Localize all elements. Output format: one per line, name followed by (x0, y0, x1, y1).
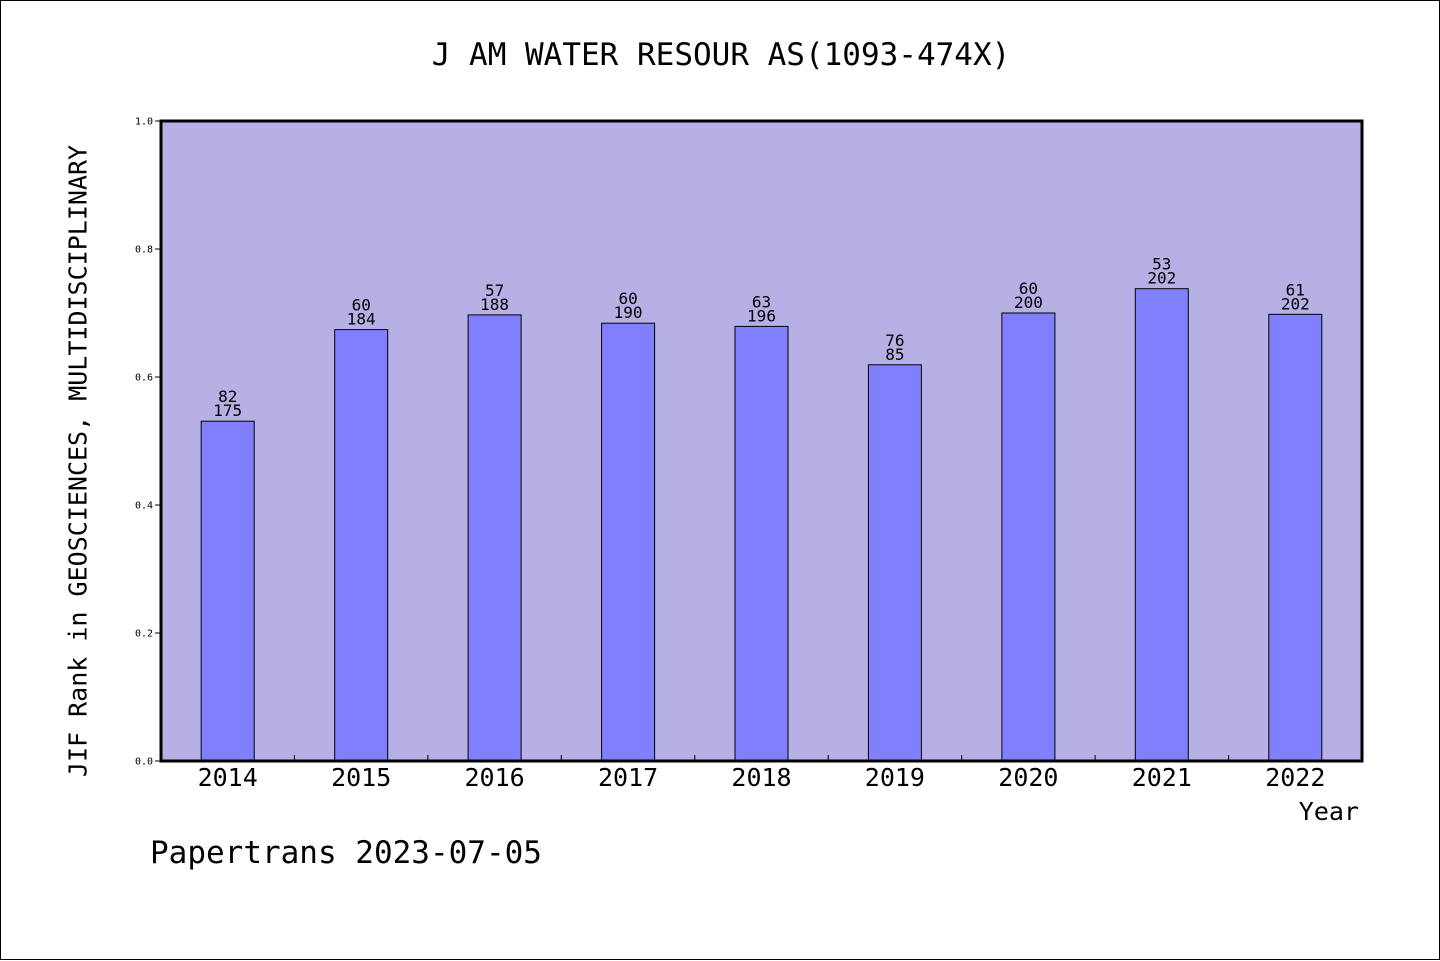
x-tick-label-2022: 2022 (1265, 763, 1325, 792)
x-tick-label-2015: 2015 (331, 763, 391, 792)
x-axis-label: Year (1298, 797, 1359, 826)
x-tick-label-2018: 2018 (731, 763, 791, 792)
y-tick-label: 0.8 (135, 245, 153, 256)
x-tick-label-2014: 2014 (198, 763, 258, 792)
bar-label-total-2016: 188 (480, 295, 509, 314)
footer-credit: Papertrans 2023-07-05 (150, 835, 542, 871)
bar-label-rank-2014: 82 (218, 387, 237, 406)
chart-title: J AM WATER RESOUR AS(1093-474X) (431, 37, 1011, 73)
x-tick-label-2016: 2016 (464, 763, 524, 792)
bar-2016 (467, 314, 522, 762)
x-tick-label-2020: 2020 (998, 763, 1058, 792)
x-tick-label-2017: 2017 (598, 763, 658, 792)
bar-2018 (734, 325, 789, 762)
y-tick-label: 0.2 (135, 629, 153, 640)
bar-2015 (334, 329, 389, 762)
bar-label-total-2017: 190 (614, 303, 643, 322)
x-tick-label-2019: 2019 (865, 763, 925, 792)
bar-2019 (867, 364, 922, 762)
bar-label-rank-2018: 63 (752, 292, 771, 311)
bar-label-rank-2020: 60 (1019, 279, 1038, 298)
bar-label-total-2020: 200 (1014, 293, 1043, 312)
bar-label-total-2021: 202 (1147, 269, 1176, 288)
bar-label-total-2022: 202 (1281, 294, 1310, 313)
bar-label-total-2018: 196 (747, 306, 776, 325)
bar-label-total-2015: 184 (347, 310, 376, 329)
x-tick-label-2021: 2021 (1132, 763, 1192, 792)
plot-frame (159, 119, 1364, 763)
bar-label-rank-2017: 60 (618, 289, 637, 308)
bar-2017 (601, 322, 656, 762)
bar-label-rank-2016: 57 (485, 281, 504, 300)
y-tick-label: 0.4 (135, 501, 153, 512)
bar-2020 (1001, 312, 1056, 762)
bar-2021 (1134, 288, 1189, 762)
y-tick-label: 0.0 (135, 757, 153, 768)
bar-label-rank-2019: 76 (885, 331, 904, 350)
bar-label-rank-2021: 53 (1152, 255, 1171, 274)
bar-2022 (1268, 313, 1323, 762)
y-tick-label: 0.6 (135, 373, 153, 384)
bar-label-rank-2022: 61 (1286, 280, 1305, 299)
bar-label-rank-2015: 60 (352, 296, 371, 315)
bar-label-total-2014: 175 (213, 401, 242, 420)
bar-2014 (200, 420, 255, 762)
bar-label-total-2019: 85 (885, 345, 904, 364)
y-tick-label: 1.0 (135, 117, 153, 128)
